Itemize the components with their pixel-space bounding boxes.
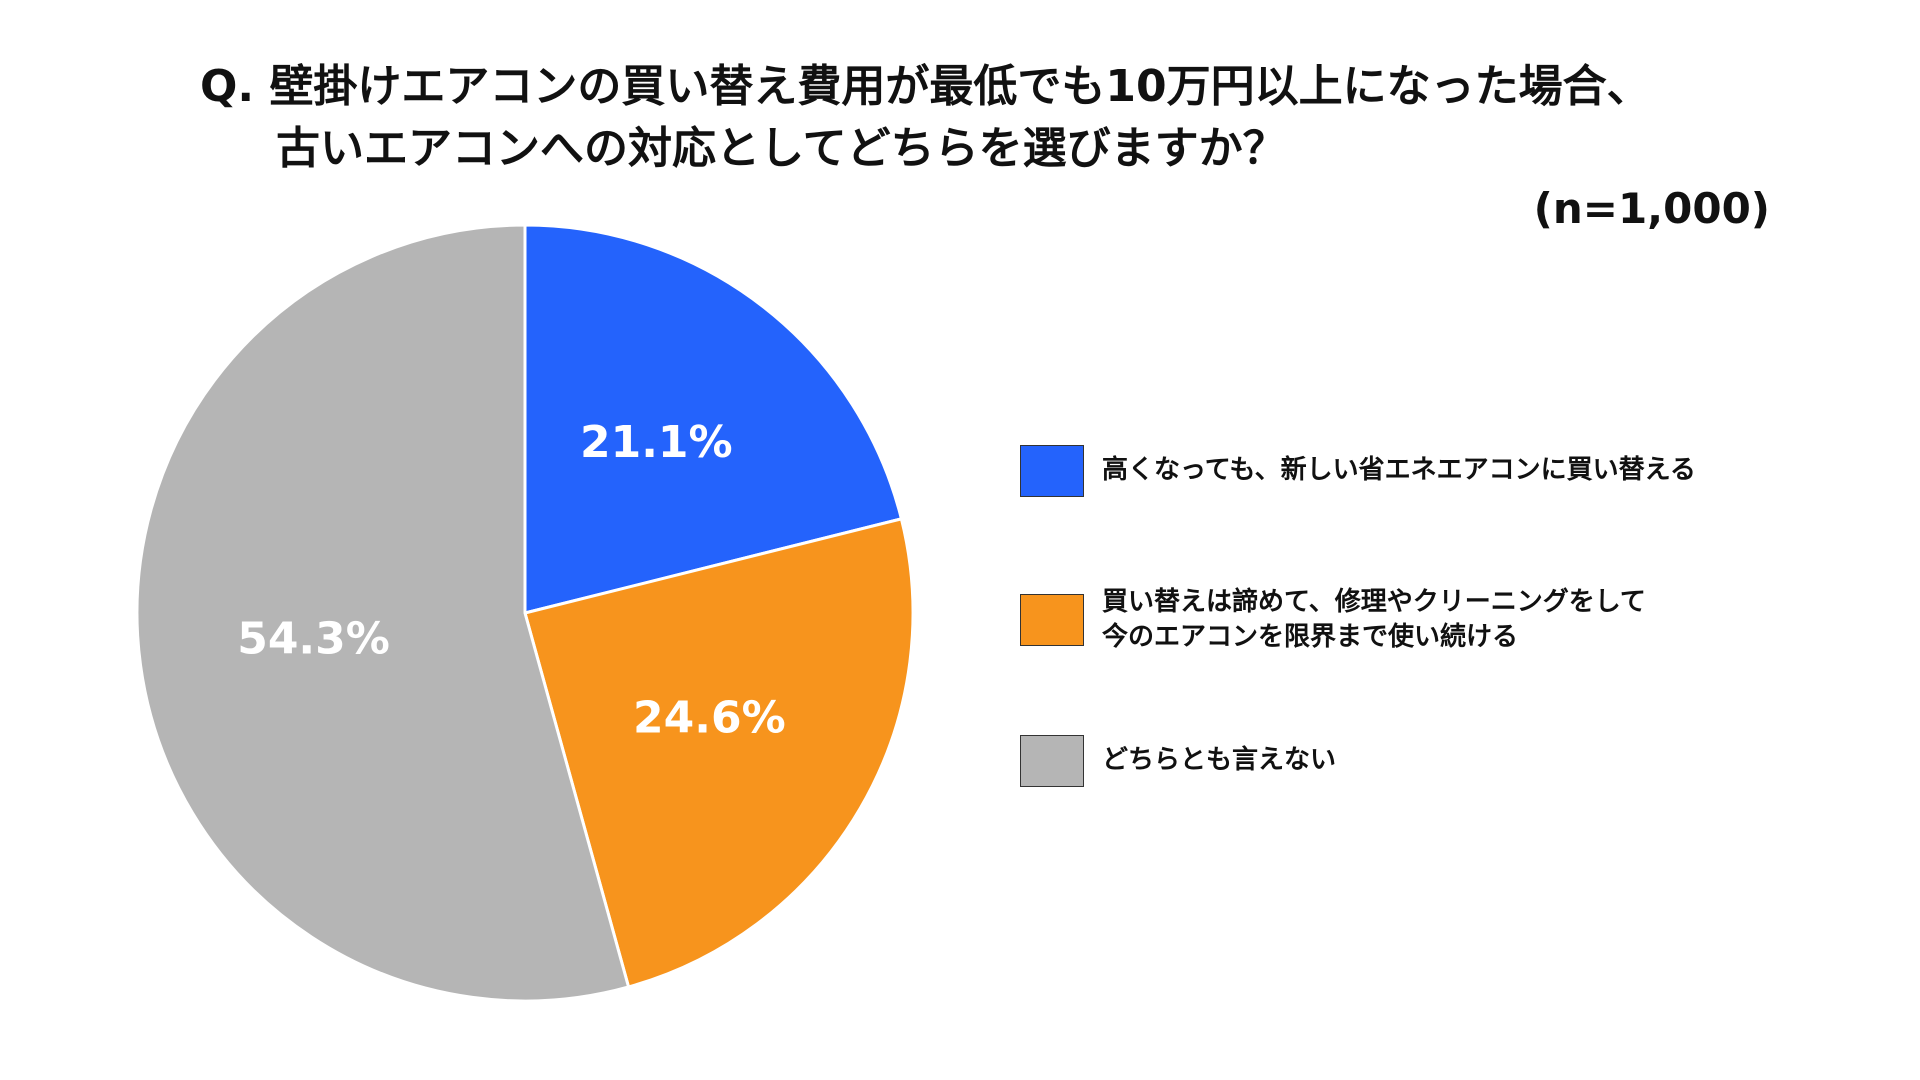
pie-slice-2	[523, 517, 915, 989]
pie-slice-1	[523, 223, 904, 615]
pie-slice-3	[135, 223, 631, 1003]
legend-swatch-1	[1020, 445, 1084, 497]
chart-title-line-2: 古いエアコンへの対応としてどちらを選びますか？	[276, 122, 1287, 174]
pie-slice-1-value-label: 21.1%	[580, 417, 733, 468]
legend-item-3: どちらとも言えない	[1020, 735, 1336, 787]
legend-label-1: 高くなっても、新しい省エネエアコンに買い替える	[1102, 455, 1696, 486]
chart-title: Q. 壁掛けエアコンの買い替え費用が最低でも10万円以上になった場合、 古いエア…	[200, 56, 1800, 179]
sample-size-label: (n=1,000)	[1533, 184, 1770, 233]
pie-slice-3-value-label: 54.3%	[237, 614, 390, 665]
legend-swatch-2	[1020, 594, 1084, 647]
legend-item-2: 買い替えは諦めて、修理やクリーニングをして 今のエアコンを限界まで使い続ける	[1020, 585, 1646, 655]
pie-chart: 21.1% 24.6% 54.3%	[135, 223, 915, 1003]
pie-slice-2-value-label: 24.6%	[633, 692, 786, 743]
pie-slices	[135, 223, 915, 1003]
legend-swatch-3	[1020, 735, 1084, 787]
pie-slice-labels: 21.1% 24.6% 54.3%	[237, 417, 785, 744]
legend-label-3: どちらとも言えない	[1102, 745, 1337, 776]
chart-title-line-1: Q. 壁掛けエアコンの買い替え費用が最低でも10万円以上になった場合、	[200, 61, 1651, 112]
legend-label-2: 買い替えは諦めて、修理やクリーニングをして 今のエアコンを限界まで使い続ける	[1102, 587, 1646, 653]
legend-item-1: 高くなっても、新しい省エネエアコンに買い替える	[1020, 445, 1696, 497]
